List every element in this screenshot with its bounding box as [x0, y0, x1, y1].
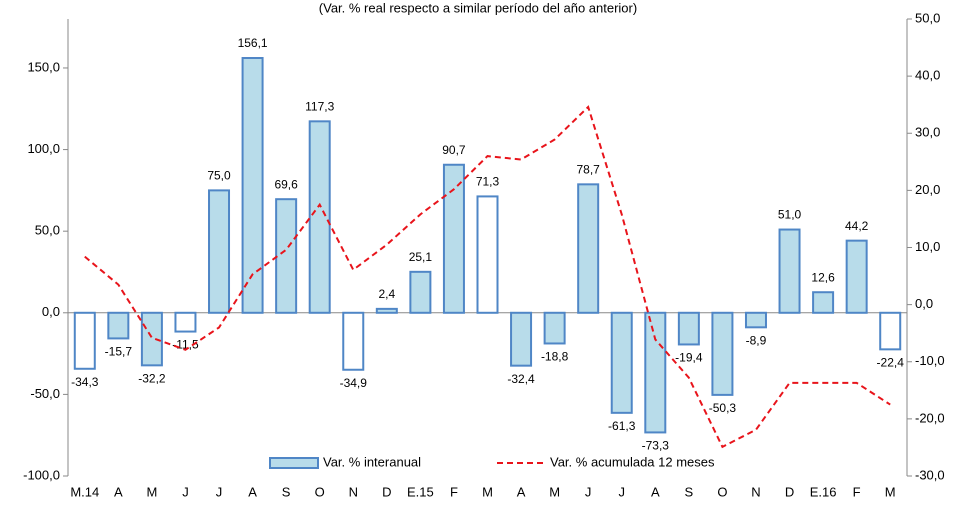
bar — [812, 291, 835, 314]
bar — [543, 311, 566, 345]
value-label: 117,3 — [305, 100, 334, 114]
x-tick-label: A — [517, 484, 526, 499]
bar — [644, 311, 667, 434]
value-label: 25,1 — [409, 250, 433, 264]
bar — [375, 307, 398, 314]
x-tick-label: O — [717, 484, 727, 499]
chart-title: (Var. % real respecto a similar período … — [319, 0, 637, 15]
x-tick-label: S — [282, 484, 291, 499]
x-tick-label: N — [751, 484, 760, 499]
y2-tick-label: -20,0 — [915, 410, 945, 425]
value-label: -61,3 — [608, 419, 636, 433]
x-tick-label: J — [618, 484, 625, 499]
x-tick-label: J — [216, 484, 223, 499]
y-tick-label: 150,0 — [27, 59, 60, 74]
bar — [275, 198, 298, 314]
y-tick-label: 100,0 — [27, 141, 60, 156]
y2-tick-label: 50,0 — [915, 10, 940, 25]
value-label: -22,4 — [877, 356, 905, 370]
value-label: -34,9 — [340, 376, 368, 390]
bar — [476, 195, 499, 314]
x-tick-label: M — [146, 484, 157, 499]
bar — [577, 183, 600, 314]
value-label: -32,4 — [507, 372, 535, 386]
line — [84, 105, 891, 449]
y2-tick-label: -10,0 — [915, 353, 945, 368]
x-tick-label: J — [182, 484, 189, 499]
value-label: -15,7 — [105, 345, 133, 359]
value-label: -73,3 — [642, 439, 670, 453]
bar — [409, 270, 432, 314]
bar — [711, 311, 734, 396]
y-tick-label: -50,0 — [30, 386, 60, 401]
x-tick-label: J — [585, 484, 592, 499]
value-label: -34,3 — [71, 375, 99, 389]
y2-tick-label: 20,0 — [915, 182, 940, 197]
x-tick-label: E.16 — [810, 484, 837, 499]
y-tick-label: 50,0 — [35, 223, 60, 238]
bar — [208, 189, 231, 314]
y2-tick-label: 40,0 — [915, 68, 940, 83]
value-label: 2,4 — [378, 287, 395, 301]
bar — [744, 311, 767, 329]
legend-swatch — [269, 457, 319, 469]
value-label: -8,9 — [746, 333, 767, 347]
y-tick-label: 0,0 — [42, 304, 60, 319]
bar — [73, 311, 96, 370]
x-tick-label: F — [450, 484, 458, 499]
x-tick-label: M — [482, 484, 493, 499]
value-label: 75,0 — [207, 169, 231, 183]
y2-tick-label: 10,0 — [915, 239, 940, 254]
value-label: 44,2 — [845, 219, 869, 233]
value-label: 156,1 — [238, 36, 268, 50]
bar — [610, 311, 633, 414]
value-label: -18,8 — [541, 350, 569, 364]
bar — [510, 311, 533, 367]
value-label: -32,2 — [138, 372, 166, 386]
bar — [879, 311, 902, 351]
value-label: 90,7 — [442, 143, 466, 157]
y-tick-label: -100,0 — [23, 467, 60, 482]
y2-tick-label: 0,0 — [915, 296, 933, 311]
legend-label: Var. % interanual — [323, 454, 421, 469]
bar — [342, 311, 365, 371]
value-label: 51,0 — [778, 208, 802, 222]
value-label: 71,3 — [476, 175, 500, 189]
bar — [308, 120, 331, 314]
bar — [174, 311, 197, 333]
x-tick-label: D — [382, 484, 391, 499]
x-tick-label: D — [785, 484, 794, 499]
bar — [677, 311, 700, 346]
value-label: -19,4 — [675, 351, 703, 365]
x-tick-label: M.14 — [70, 484, 99, 499]
legend-label: Var. % acumulada 12 meses — [550, 454, 715, 469]
x-tick-label: M — [885, 484, 896, 499]
x-tick-label: O — [315, 484, 325, 499]
y2-tick-label: 30,0 — [915, 125, 940, 140]
bar — [241, 57, 264, 314]
bar — [140, 311, 163, 367]
x-tick-label: F — [853, 484, 861, 499]
x-tick-label: N — [349, 484, 358, 499]
x-tick-label: A — [651, 484, 660, 499]
x-tick-label: A — [248, 484, 257, 499]
y2-tick-label: -30,0 — [915, 467, 945, 482]
x-tick-label: E.15 — [407, 484, 434, 499]
bar — [442, 163, 465, 314]
value-label: 78,7 — [577, 163, 601, 177]
x-tick-label: A — [114, 484, 123, 499]
bar — [778, 228, 801, 314]
bar — [845, 239, 868, 314]
value-label: -50,3 — [709, 401, 737, 415]
bar — [107, 311, 130, 340]
x-tick-label: M — [549, 484, 560, 499]
value-label: 69,6 — [274, 177, 298, 191]
x-tick-label: S — [685, 484, 694, 499]
value-label: 12,6 — [811, 270, 835, 284]
